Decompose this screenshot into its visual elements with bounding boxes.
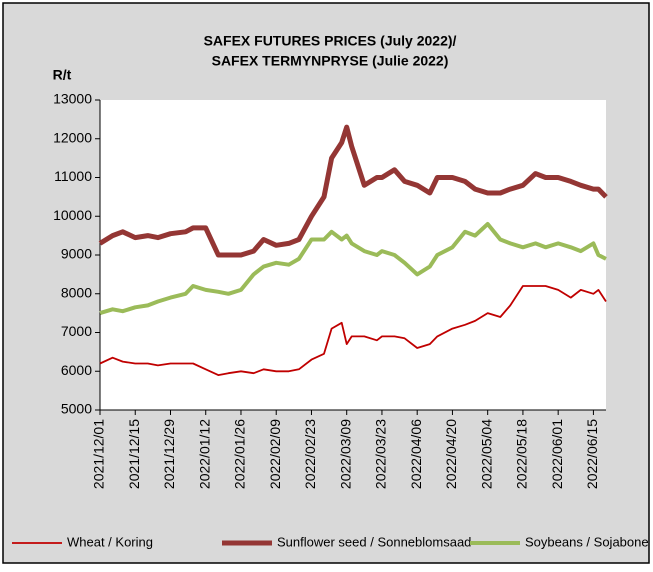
x-tick-label: 2022/04/06 <box>408 419 424 489</box>
x-tick-label: 2022/02/23 <box>302 419 318 489</box>
x-tick-label: 2022/05/04 <box>478 419 494 489</box>
legend-label: Wheat / Koring <box>67 534 153 549</box>
y-tick-label: 6000 <box>61 362 92 378</box>
x-tick-label: 2022/04/20 <box>443 419 459 489</box>
y-tick-label: 9000 <box>61 246 92 262</box>
y-tick-label: 10000 <box>53 207 92 223</box>
chart-title: SAFEX TERMYNPRYSE (Julie 2022) <box>212 53 449 69</box>
x-tick-label: 2022/03/23 <box>373 419 389 489</box>
y-tick-label: 5000 <box>61 401 92 417</box>
y-axis-label: R/t <box>53 67 72 83</box>
y-tick-label: 7000 <box>61 323 92 339</box>
data-line <box>99 222 607 316</box>
x-tick-label: 2022/01/12 <box>196 419 212 489</box>
y-tick-label: 11000 <box>54 168 92 184</box>
y-tick-label: 8000 <box>61 284 92 300</box>
x-tick-label: 2022/06/01 <box>549 419 565 489</box>
x-tick-label: 2021/12/01 <box>91 419 107 489</box>
data-line <box>98 124 608 258</box>
chart-title: SAFEX FUTURES PRICES (July 2022)/ <box>204 33 457 49</box>
legend-label: Sunflower seed / Sonneblomsaad <box>277 534 471 549</box>
x-tick-label: 2022/06/15 <box>584 419 600 489</box>
x-tick-label: 2022/03/09 <box>337 419 353 489</box>
data-line <box>99 285 607 376</box>
x-tick-label: 2021/12/15 <box>126 419 142 489</box>
y-tick-label: 13000 <box>53 91 92 107</box>
legend-label: Soybeans / Sojabone <box>525 534 649 549</box>
x-tick-label: 2022/01/26 <box>232 419 248 489</box>
y-tick-label: 12000 <box>53 129 92 145</box>
x-tick-label: 2021/12/29 <box>161 419 177 489</box>
x-tick-label: 2022/05/18 <box>514 419 530 489</box>
x-tick-label: 2022/02/09 <box>267 419 283 489</box>
